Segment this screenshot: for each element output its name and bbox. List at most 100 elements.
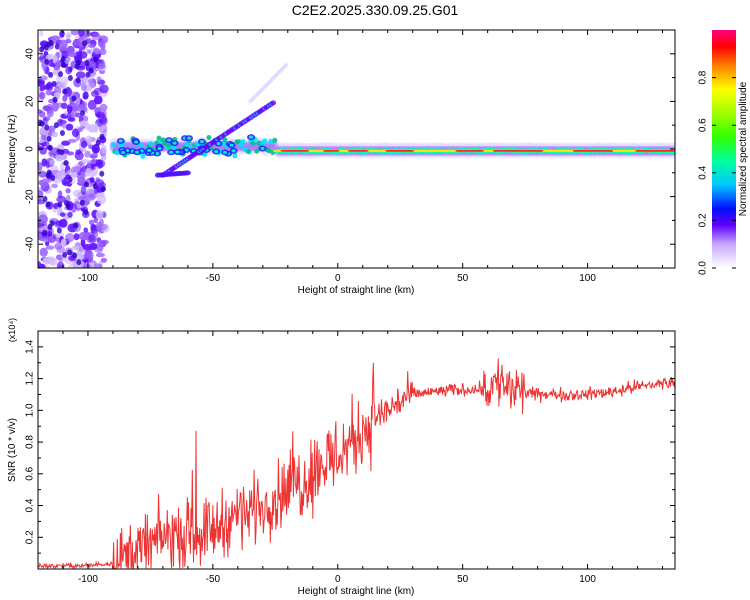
spectrogram-cell [93,230,99,238]
spectrogram-cell [92,183,98,190]
spectrogram-cell [52,96,58,103]
spectrogram-cell [84,60,90,67]
colorbar-tick-label: 0.6 [698,118,709,132]
spectrogram-cell [47,144,53,151]
spectrogram-cell [200,140,205,144]
spectrogram-cell [608,150,614,152]
spectrogram-cell [75,112,81,118]
spectrogram-cell [240,139,246,145]
colorbar-tick-label: 0.8 [698,70,709,84]
spectrogram-cell [110,142,116,148]
spectrogram-cell [38,141,42,147]
spectrogram-ticks: -100 -50 0 50 100 -40 -20 0 20 40 [25,29,675,284]
spectrogram-cell [43,44,49,51]
spectrogram-cell [59,30,65,38]
spectrogram-cell [63,159,69,166]
spectrogram-cell [222,137,228,143]
spectrogram-cell [216,142,221,146]
spectrogram-cell [88,219,95,225]
spectrogram-cell [99,84,109,94]
spectrogram-cell [50,175,56,182]
spectrogram-cell [76,259,82,266]
spectrogram-cell [95,111,105,119]
spectrogram-cell [48,71,54,78]
y-tick-label: 0.4 [25,498,36,512]
spectrogram-cell [46,82,53,90]
chart-title: C2E2.2025.330.09.25.G01 [291,2,459,18]
spectrogram-cell [86,49,91,54]
spectrogram-cell [101,144,107,155]
spectrogram-cell [93,47,100,55]
spectrogram-cell [65,123,74,131]
spectrogram-cell [88,243,98,251]
spectrogram-cell [90,90,99,97]
spectrogram-cell [38,214,48,224]
spectrogram-cell [88,67,94,74]
spectrogram-cell [95,139,101,146]
spectrogram-cell [62,94,68,102]
spectrogram-cell [68,102,78,107]
spectrogram-cell [84,199,91,205]
spectrogram-cell [59,130,65,137]
spectrogram-cell [96,76,102,82]
spectrogram-cell [83,181,89,188]
spectrogram-cell [55,153,64,162]
x-tick-label: -100 [78,273,98,284]
spectrogram-cell [56,171,65,181]
spectrogram-cell [202,151,208,157]
spectrogram-cell [65,203,71,210]
snr-ylabel: SNR (10 * v/v) [7,418,18,482]
spectrogram-cell [138,142,144,148]
spectrogram-cell [54,43,60,50]
spectrogram-cell [78,231,89,241]
spectrogram-cell [167,138,172,142]
spectrogram-cell [85,167,92,177]
spectrogram-cell [94,122,99,133]
spectrogram-cell [246,149,252,155]
spectrogram-cell [38,232,43,241]
spectrogram-cell [45,201,51,208]
spectrogram-cell [93,165,99,170]
spectrogram-cell [75,77,81,84]
spectrogram-cell [175,150,180,154]
spectrogram-cell [77,104,84,110]
spectrogram-cell [46,169,52,176]
spectrogram-cell [148,141,154,147]
snr-multiplier: (x10⁴) [7,318,17,342]
spectrogram-cell [87,99,97,110]
y-tick-label: 0.2 [25,530,36,544]
spectrogram-cell [82,75,89,84]
spectrogram-cell [135,150,140,154]
spectrogram-cell [72,252,78,259]
spectrogram-cell [184,170,191,176]
spectrogram-cell [71,260,78,268]
spectrogram-cell [156,135,162,141]
spectrogram-cell [65,188,71,194]
spectrogram-cell [60,55,66,62]
spectrogram-cell [75,71,86,79]
spectrogram-cell [83,227,89,234]
spectrogram-cell [272,137,278,143]
spectrogram-cell [58,71,64,78]
spectrogram-cell [67,75,73,82]
spectrogram-cell [74,163,81,174]
colorbar-tick-label: 0.2 [698,213,709,227]
spectrogram-cell [82,91,89,100]
snr-ticks: -100 -50 0 50 100 0.2 0.4 0.6 0.8 1.0 1.2 1.4 [25,330,675,585]
spectrogram-cell [99,117,108,126]
spectrogram-cell [38,146,44,151]
spectrogram-cell [39,30,44,37]
spectrogram-cell [70,171,78,178]
snr-line [38,358,675,569]
spectrogram-cell [39,91,46,100]
spectrogram-cell [65,39,72,44]
spectrogram-cell [79,110,85,117]
spectrogram-cell [51,80,57,87]
y-tick-label: 1.4 [25,339,36,353]
spectrogram-cell [98,63,106,69]
spectrogram-cell [232,153,238,159]
spectrogram-cell [66,45,75,54]
spectrogram-cell [187,136,192,140]
spectrogram-cell [229,143,234,147]
spectrogram-cell [80,159,90,164]
